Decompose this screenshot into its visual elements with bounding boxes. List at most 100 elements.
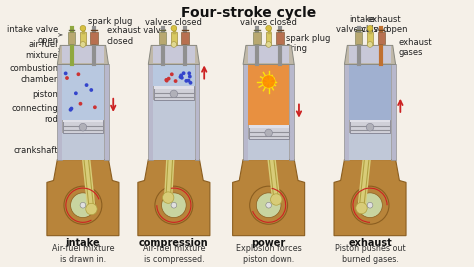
Polygon shape [47,160,119,236]
Circle shape [74,91,78,95]
Text: Air-fuel mixture
is drawn in.: Air-fuel mixture is drawn in. [52,244,114,264]
Bar [62,64,104,120]
Circle shape [182,71,185,75]
Polygon shape [233,160,305,236]
Bar [62,133,104,160]
Circle shape [171,42,177,47]
Bar [63,120,103,133]
Polygon shape [334,160,406,236]
Text: exhaust
valve open: exhaust valve open [361,15,408,34]
Bar [80,32,86,45]
Circle shape [163,192,174,203]
Circle shape [164,193,173,202]
Circle shape [79,124,87,132]
Bar [248,64,290,125]
Polygon shape [148,45,200,64]
Circle shape [167,77,171,81]
Text: exhaust valve
closed: exhaust valve closed [107,26,165,46]
Circle shape [79,102,82,106]
Text: connecting
rod: connecting rod [11,104,58,124]
Circle shape [80,25,86,31]
Circle shape [358,193,383,218]
Circle shape [93,105,97,109]
Circle shape [366,123,374,131]
Circle shape [266,202,272,208]
Circle shape [71,193,95,218]
Bar [148,64,153,160]
Circle shape [171,25,177,31]
Circle shape [76,72,80,76]
Circle shape [179,73,183,77]
Circle shape [367,25,373,31]
Circle shape [256,193,281,218]
Text: valves closed: valves closed [240,18,297,27]
Circle shape [170,72,173,76]
Text: combustion
chamber: combustion chamber [9,64,58,84]
Bar [153,100,195,160]
Circle shape [80,42,86,47]
Bar [243,64,248,160]
Circle shape [171,202,177,208]
Bar [350,120,390,123]
Bar [62,46,104,64]
Text: compression: compression [139,238,209,248]
Text: piston: piston [32,90,58,99]
Circle shape [64,186,102,224]
Circle shape [173,79,177,83]
Bar [91,32,98,44]
Bar [249,125,289,139]
Bar [154,86,194,100]
Text: crankshaft: crankshaft [14,146,58,155]
Text: air-fuel
mixture: air-fuel mixture [26,41,58,60]
Text: power: power [252,238,286,248]
Circle shape [65,76,69,80]
Circle shape [179,75,182,79]
Circle shape [367,202,373,208]
Circle shape [187,79,191,83]
Bar [391,64,396,160]
Bar [182,32,189,44]
Bar [104,64,109,160]
Bar [345,64,349,160]
Bar [367,32,373,45]
Circle shape [180,76,184,80]
Polygon shape [243,45,294,64]
Circle shape [64,72,68,75]
Circle shape [366,124,374,132]
Bar [195,64,200,160]
Bar [355,32,363,44]
Text: spark plug: spark plug [88,17,132,26]
Circle shape [271,194,282,205]
Bar [248,139,290,160]
Bar [171,32,177,45]
Bar [153,64,195,86]
Text: intake valve
open: intake valve open [7,25,58,45]
Circle shape [356,202,367,214]
Circle shape [70,107,73,111]
Bar [159,32,166,44]
Circle shape [162,193,186,218]
Circle shape [90,88,93,92]
Circle shape [85,83,89,87]
Text: intake
valve closed: intake valve closed [336,15,389,34]
Circle shape [86,203,97,215]
Circle shape [79,123,87,131]
Text: spark plug
firing: spark plug firing [286,34,330,53]
Circle shape [164,78,168,82]
Text: exhaust
gases: exhaust gases [399,38,432,57]
Bar [349,133,391,160]
Circle shape [184,79,188,83]
Circle shape [165,79,169,83]
Text: intake: intake [65,238,100,248]
Polygon shape [345,45,396,64]
Polygon shape [138,160,210,236]
Circle shape [155,186,193,224]
Circle shape [357,203,366,213]
Circle shape [351,186,389,224]
Text: Piston pushes out
burned gases.: Piston pushes out burned gases. [335,244,405,264]
Bar [349,46,391,64]
Bar [153,46,195,64]
Circle shape [189,81,192,85]
Bar [68,32,75,44]
Text: Air-fuel mixture
is compressed.: Air-fuel mixture is compressed. [143,244,205,264]
